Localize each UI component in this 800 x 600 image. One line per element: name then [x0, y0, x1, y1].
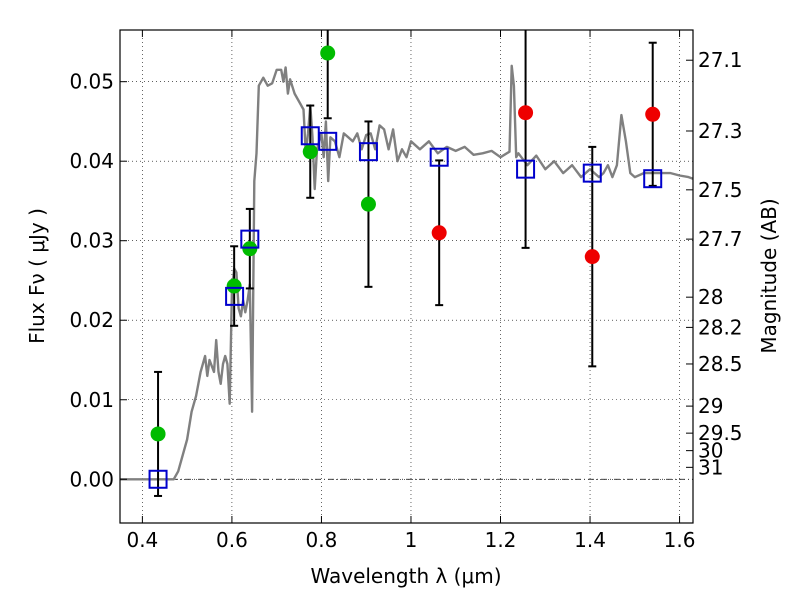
data-point: [431, 225, 447, 241]
y-tick-label: 0.03: [69, 229, 114, 253]
y-tick-label: 0.00: [69, 467, 114, 491]
y-tick-label: 0.05: [69, 70, 114, 94]
points-layer: [148, 45, 663, 489]
model-point-square: [643, 169, 663, 189]
x-tick-label: 1: [405, 528, 418, 552]
model-point-square: [148, 469, 168, 489]
data-point: [645, 106, 661, 122]
plot-frame: [119, 29, 694, 524]
data-point: [302, 144, 318, 160]
x-tick-label: 0.6: [216, 528, 248, 552]
data-point: [242, 241, 258, 257]
x-tick-label: 1.2: [485, 528, 517, 552]
x-tick-label: 1.6: [664, 528, 696, 552]
y2-tick-label: 29.5: [698, 421, 743, 445]
x-tick-label: 0.4: [126, 528, 158, 552]
ticks: 0.4 0.6 0.8 1 1.2 1.4 1.6 0.00 0.01 0.02 0.03 0.04 0…: [69, 30, 743, 552]
y2-tick-label: 31: [698, 455, 723, 479]
plot-background: [120, 30, 693, 523]
y2-tick-label: 29: [698, 394, 723, 418]
y-axis-label: Flux Fν ( μJy ): [25, 208, 49, 344]
x-tick-label: 1.4: [574, 528, 606, 552]
y2-tick-label: 27.7: [698, 227, 743, 251]
x-tick-label: 0.8: [306, 528, 338, 552]
data-point: [320, 45, 336, 61]
model-point-square: [429, 147, 449, 167]
y-tick-label: 0.01: [69, 388, 114, 412]
x-axis-label: Wavelength λ (μm): [310, 564, 501, 588]
y-tick-label: 0.02: [69, 308, 114, 332]
y2-tick-label: 27.3: [698, 119, 743, 143]
y2-tick-label: 30: [698, 439, 723, 463]
data-point: [226, 278, 242, 294]
y-tick-label: 0.04: [69, 149, 114, 173]
model-point-square: [358, 142, 378, 162]
y2-tick-label: 28.5: [698, 352, 743, 376]
model-point-square: [516, 159, 536, 179]
model-point-square: [318, 131, 338, 151]
y2-tick-label: 28.2: [698, 315, 743, 339]
y2-tick-label: 28: [698, 285, 723, 309]
y2-tick-label: 27.1: [698, 48, 743, 72]
model-point-square: [240, 229, 260, 249]
y2-tick-label: 27.5: [698, 178, 743, 202]
data-point: [360, 196, 376, 212]
model-point-square: [582, 163, 602, 183]
data-point: [584, 249, 600, 265]
data-point: [150, 426, 166, 442]
y2-axis-label: Magnitude (AB): [757, 198, 781, 353]
model-point-square: [225, 286, 245, 306]
data-point: [518, 105, 534, 121]
